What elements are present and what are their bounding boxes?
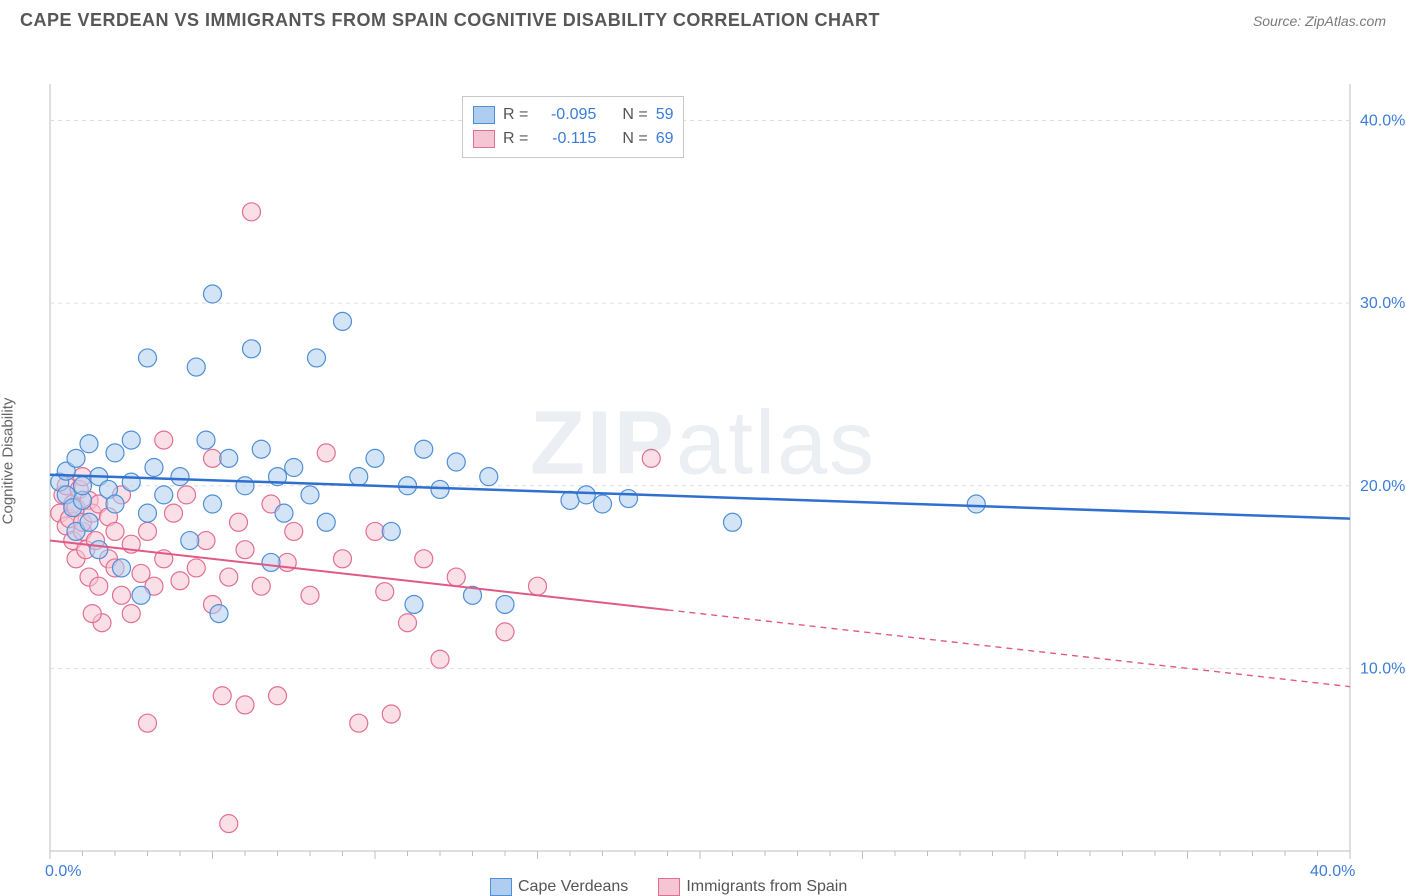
legend-n-value: 59 bbox=[656, 106, 674, 124]
chart-container: Cognitive Disability 10.0% 20.0% 30.0% 40.0… bbox=[0, 36, 1406, 886]
legend-n-label: N = bbox=[622, 106, 647, 124]
svg-text:20.0%: 20.0% bbox=[1360, 478, 1405, 495]
chart-source: Source: ZipAtlas.com bbox=[1253, 13, 1386, 29]
legend-r-label: R = bbox=[503, 130, 528, 148]
legend-row: R = -0.115 N = 69 bbox=[473, 127, 673, 151]
legend-swatch bbox=[473, 106, 495, 124]
legend-swatch bbox=[473, 130, 495, 148]
legend-series-name: Cape Verdeans bbox=[518, 878, 628, 895]
svg-text:10.0%: 10.0% bbox=[1360, 660, 1405, 677]
legend-r-value: -0.095 bbox=[536, 106, 596, 124]
legend-r-label: R = bbox=[503, 106, 528, 124]
chart-svg: 10.0% 20.0% 30.0% 40.0% bbox=[0, 36, 1406, 886]
legend-item: Cape Verdeans bbox=[490, 878, 628, 896]
legend-swatch bbox=[658, 878, 680, 896]
legend-row: R = -0.095 N = 59 bbox=[473, 103, 673, 127]
legend-series: Cape Verdeans Immigrants from Spain bbox=[490, 878, 847, 896]
chart-title: CAPE VERDEAN VS IMMIGRANTS FROM SPAIN CO… bbox=[20, 10, 880, 31]
x-axis-end-label: 40.0% bbox=[1310, 863, 1355, 881]
legend-correlation: R = -0.095 N = 59 R = -0.115 N = 69 bbox=[462, 96, 684, 158]
legend-r-value: -0.115 bbox=[536, 130, 596, 148]
svg-text:40.0%: 40.0% bbox=[1360, 113, 1405, 130]
legend-item: Immigrants from Spain bbox=[658, 878, 847, 896]
x-axis-start-label: 0.0% bbox=[45, 863, 81, 881]
legend-series-name: Immigrants from Spain bbox=[686, 878, 847, 895]
svg-text:30.0%: 30.0% bbox=[1360, 295, 1405, 312]
y-axis-label: Cognitive Disability bbox=[0, 398, 17, 525]
legend-n-value: 69 bbox=[656, 130, 674, 148]
legend-n-label: N = bbox=[622, 130, 647, 148]
legend-swatch bbox=[490, 878, 512, 896]
